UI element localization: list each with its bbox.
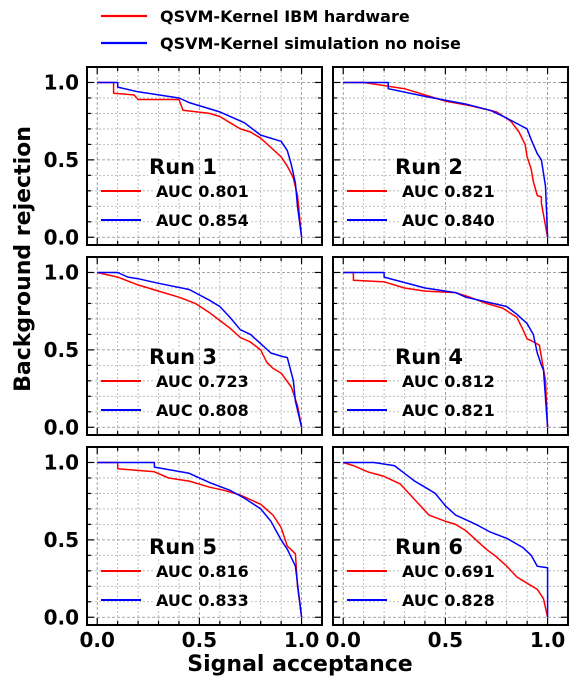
panel-legend-label: AUC 0.812 bbox=[402, 372, 495, 391]
panel-background bbox=[87, 257, 322, 435]
legend: QSVM-Kernel IBM hardware QSVM-Kernel sim… bbox=[101, 7, 461, 53]
y-tick-label: 0.0 bbox=[44, 415, 79, 439]
panel-run-3: Run 3 AUC 0.723 AUC 0.808 0.0 0.5 1.0 bbox=[44, 256, 323, 439]
panel-title: Run 1 bbox=[149, 155, 217, 179]
panel-frame bbox=[86, 66, 323, 246]
roc-curve-series-1 bbox=[343, 81, 549, 238]
x-tick-label: 1.0 bbox=[530, 628, 565, 652]
y-tick-label: 0.5 bbox=[44, 338, 79, 362]
roc-curve-series-1 bbox=[97, 461, 303, 618]
y-tick-label: 0.0 bbox=[44, 605, 79, 629]
panel-legend-label: AUC 0.808 bbox=[156, 401, 249, 420]
y-tick-label: 0.5 bbox=[44, 148, 79, 172]
panel-legend-label: AUC 0.854 bbox=[156, 211, 249, 230]
y-tick-label: 1.0 bbox=[44, 260, 79, 284]
panel-background bbox=[333, 257, 568, 435]
x-tick-label: 0.0 bbox=[325, 628, 360, 652]
y-axis-label: Background rejection bbox=[11, 126, 36, 392]
x-tick-label: 1.0 bbox=[284, 628, 319, 652]
roc-curve-series-1 bbox=[343, 271, 549, 428]
panel-frame bbox=[332, 256, 569, 436]
roc-curve-series-2 bbox=[343, 271, 549, 428]
y-tick-label: 0.5 bbox=[44, 528, 79, 552]
panel-legend-label: AUC 0.833 bbox=[156, 591, 249, 610]
panel-frame bbox=[86, 446, 323, 626]
panel-title: Run 5 bbox=[149, 535, 217, 559]
panel-legend-label: AUC 0.821 bbox=[402, 401, 495, 420]
panel-frame bbox=[332, 446, 569, 626]
panel-background bbox=[333, 67, 568, 245]
panels: Run 1 AUC 0.801 AUC 0.854 0.0 0.5 1.0 Run 2 AUC… bbox=[44, 66, 569, 652]
panel-legend-label: AUC 0.723 bbox=[156, 372, 249, 391]
panel-background bbox=[87, 447, 322, 625]
legend-label-hardware: QSVM-Kernel IBM hardware bbox=[160, 7, 410, 26]
y-tick-label: 1.0 bbox=[44, 70, 79, 94]
panel-legend-label: AUC 0.816 bbox=[156, 562, 249, 581]
panel-background bbox=[87, 67, 322, 245]
panel-title: Run 2 bbox=[395, 155, 463, 179]
roc-curve-series-2 bbox=[97, 81, 303, 238]
x-axis-label: Signal acceptance bbox=[187, 652, 412, 677]
panel-run-5: Run 5 AUC 0.816 AUC 0.833 0.0 0.5 1.0 0.0 0.5 1.… bbox=[44, 446, 323, 652]
legend-label-simulation: QSVM-Kernel simulation no noise bbox=[160, 34, 461, 53]
panel-legend-label: AUC 0.828 bbox=[402, 591, 495, 610]
roc-curve-series-1 bbox=[97, 271, 303, 428]
roc-curve-series-2 bbox=[97, 271, 303, 428]
panel-background bbox=[333, 447, 568, 625]
panel-legend-label: AUC 0.691 bbox=[402, 562, 495, 581]
panel-title: Run 3 bbox=[149, 345, 217, 369]
x-tick-label: 0.0 bbox=[79, 628, 114, 652]
panel-run-2: Run 2 AUC 0.821 AUC 0.840 bbox=[332, 66, 569, 246]
x-tick-label: 0.5 bbox=[428, 628, 463, 652]
y-tick-label: 1.0 bbox=[44, 450, 79, 474]
x-tick-label: 0.5 bbox=[182, 628, 217, 652]
panel-legend-label: AUC 0.821 bbox=[402, 182, 495, 201]
roc-curve-series-2 bbox=[97, 461, 303, 618]
roc-curve-series-2 bbox=[343, 461, 549, 618]
roc-curve-series-2 bbox=[343, 81, 549, 238]
panel-title: Run 6 bbox=[395, 535, 463, 559]
panel-title: Run 4 bbox=[395, 345, 463, 369]
y-tick-label: 0.0 bbox=[44, 225, 79, 249]
panel-run-1: Run 1 AUC 0.801 AUC 0.854 0.0 0.5 1.0 bbox=[44, 66, 323, 249]
roc-curve-series-1 bbox=[97, 81, 303, 238]
panel-run-6: Run 6 AUC 0.691 AUC 0.828 0.0 0.5 1.0 bbox=[325, 446, 569, 652]
panel-legend-label: AUC 0.801 bbox=[156, 182, 249, 201]
roc-curve-series-1 bbox=[342, 461, 549, 618]
panel-frame bbox=[332, 66, 569, 246]
panel-run-4: Run 4 AUC 0.812 AUC 0.821 bbox=[332, 256, 569, 436]
panel-legend-label: AUC 0.840 bbox=[402, 211, 495, 230]
panel-frame bbox=[86, 256, 323, 436]
